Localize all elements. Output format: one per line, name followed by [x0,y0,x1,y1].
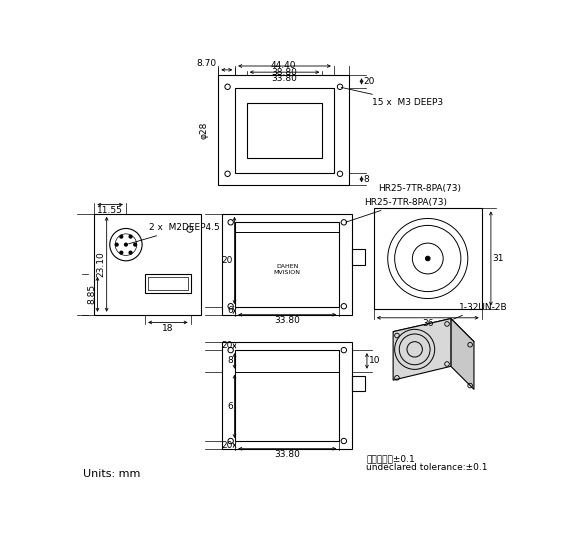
Text: 2 x  M2DEEP4.5: 2 x M2DEEP4.5 [129,223,220,244]
Polygon shape [393,318,451,380]
Bar [95,214,201,315]
Text: 44.40: 44.40 [271,62,297,70]
Text: 8: 8 [363,175,369,184]
Bar [235,222,339,307]
Text: 8.85: 8.85 [87,284,96,304]
Text: 38.80: 38.80 [272,68,298,76]
Text: 31: 31 [492,254,504,263]
Circle shape [120,251,123,254]
Text: DAHEN
MVISION: DAHEN MVISION [273,264,301,275]
Text: HR25-7TR-8PA(73): HR25-7TR-8PA(73) [346,198,447,222]
Circle shape [115,243,118,246]
Circle shape [134,243,137,246]
Text: 15 x  M3 DEEP3: 15 x M3 DEEP3 [341,87,444,107]
Bar [374,208,482,309]
Text: 6: 6 [227,306,233,315]
Bar [235,350,339,441]
Polygon shape [393,318,474,355]
Text: 36: 36 [422,320,433,328]
Circle shape [426,257,429,260]
Text: 1-32UN-2B: 1-32UN-2B [454,302,507,319]
Bar [222,342,353,449]
Text: 20: 20 [222,342,233,350]
Text: 8: 8 [227,356,233,365]
Text: 18: 18 [162,324,174,333]
Bar [148,277,188,290]
Polygon shape [451,318,474,389]
Text: φ28: φ28 [200,122,209,139]
Text: undeclared tolerance:±0.1: undeclared tolerance:±0.1 [366,464,488,472]
Text: 33.80: 33.80 [274,450,300,459]
Text: 10: 10 [369,356,380,365]
Text: 20: 20 [363,77,374,86]
Text: 11.55: 11.55 [97,206,123,215]
Circle shape [125,243,128,246]
Text: 20: 20 [222,441,233,450]
Circle shape [129,251,132,254]
Text: Units: mm: Units: mm [83,469,140,479]
Bar [235,87,334,173]
Circle shape [120,235,123,238]
Text: 20: 20 [222,256,233,265]
Bar [145,274,190,293]
Bar [218,75,349,185]
Text: 8.70: 8.70 [197,59,217,68]
Text: 23.10: 23.10 [96,251,105,277]
Bar [353,249,365,265]
Text: 6: 6 [227,402,233,411]
Text: 33.80: 33.80 [272,74,298,82]
Text: HR25-7TR-8PA(73): HR25-7TR-8PA(73) [378,184,460,193]
Text: 未标注公差±0.1: 未标注公差±0.1 [366,454,415,463]
Bar [353,376,365,391]
Bar [247,103,323,158]
Bar [222,214,353,315]
Circle shape [129,235,132,238]
Text: 33.80: 33.80 [274,316,300,325]
